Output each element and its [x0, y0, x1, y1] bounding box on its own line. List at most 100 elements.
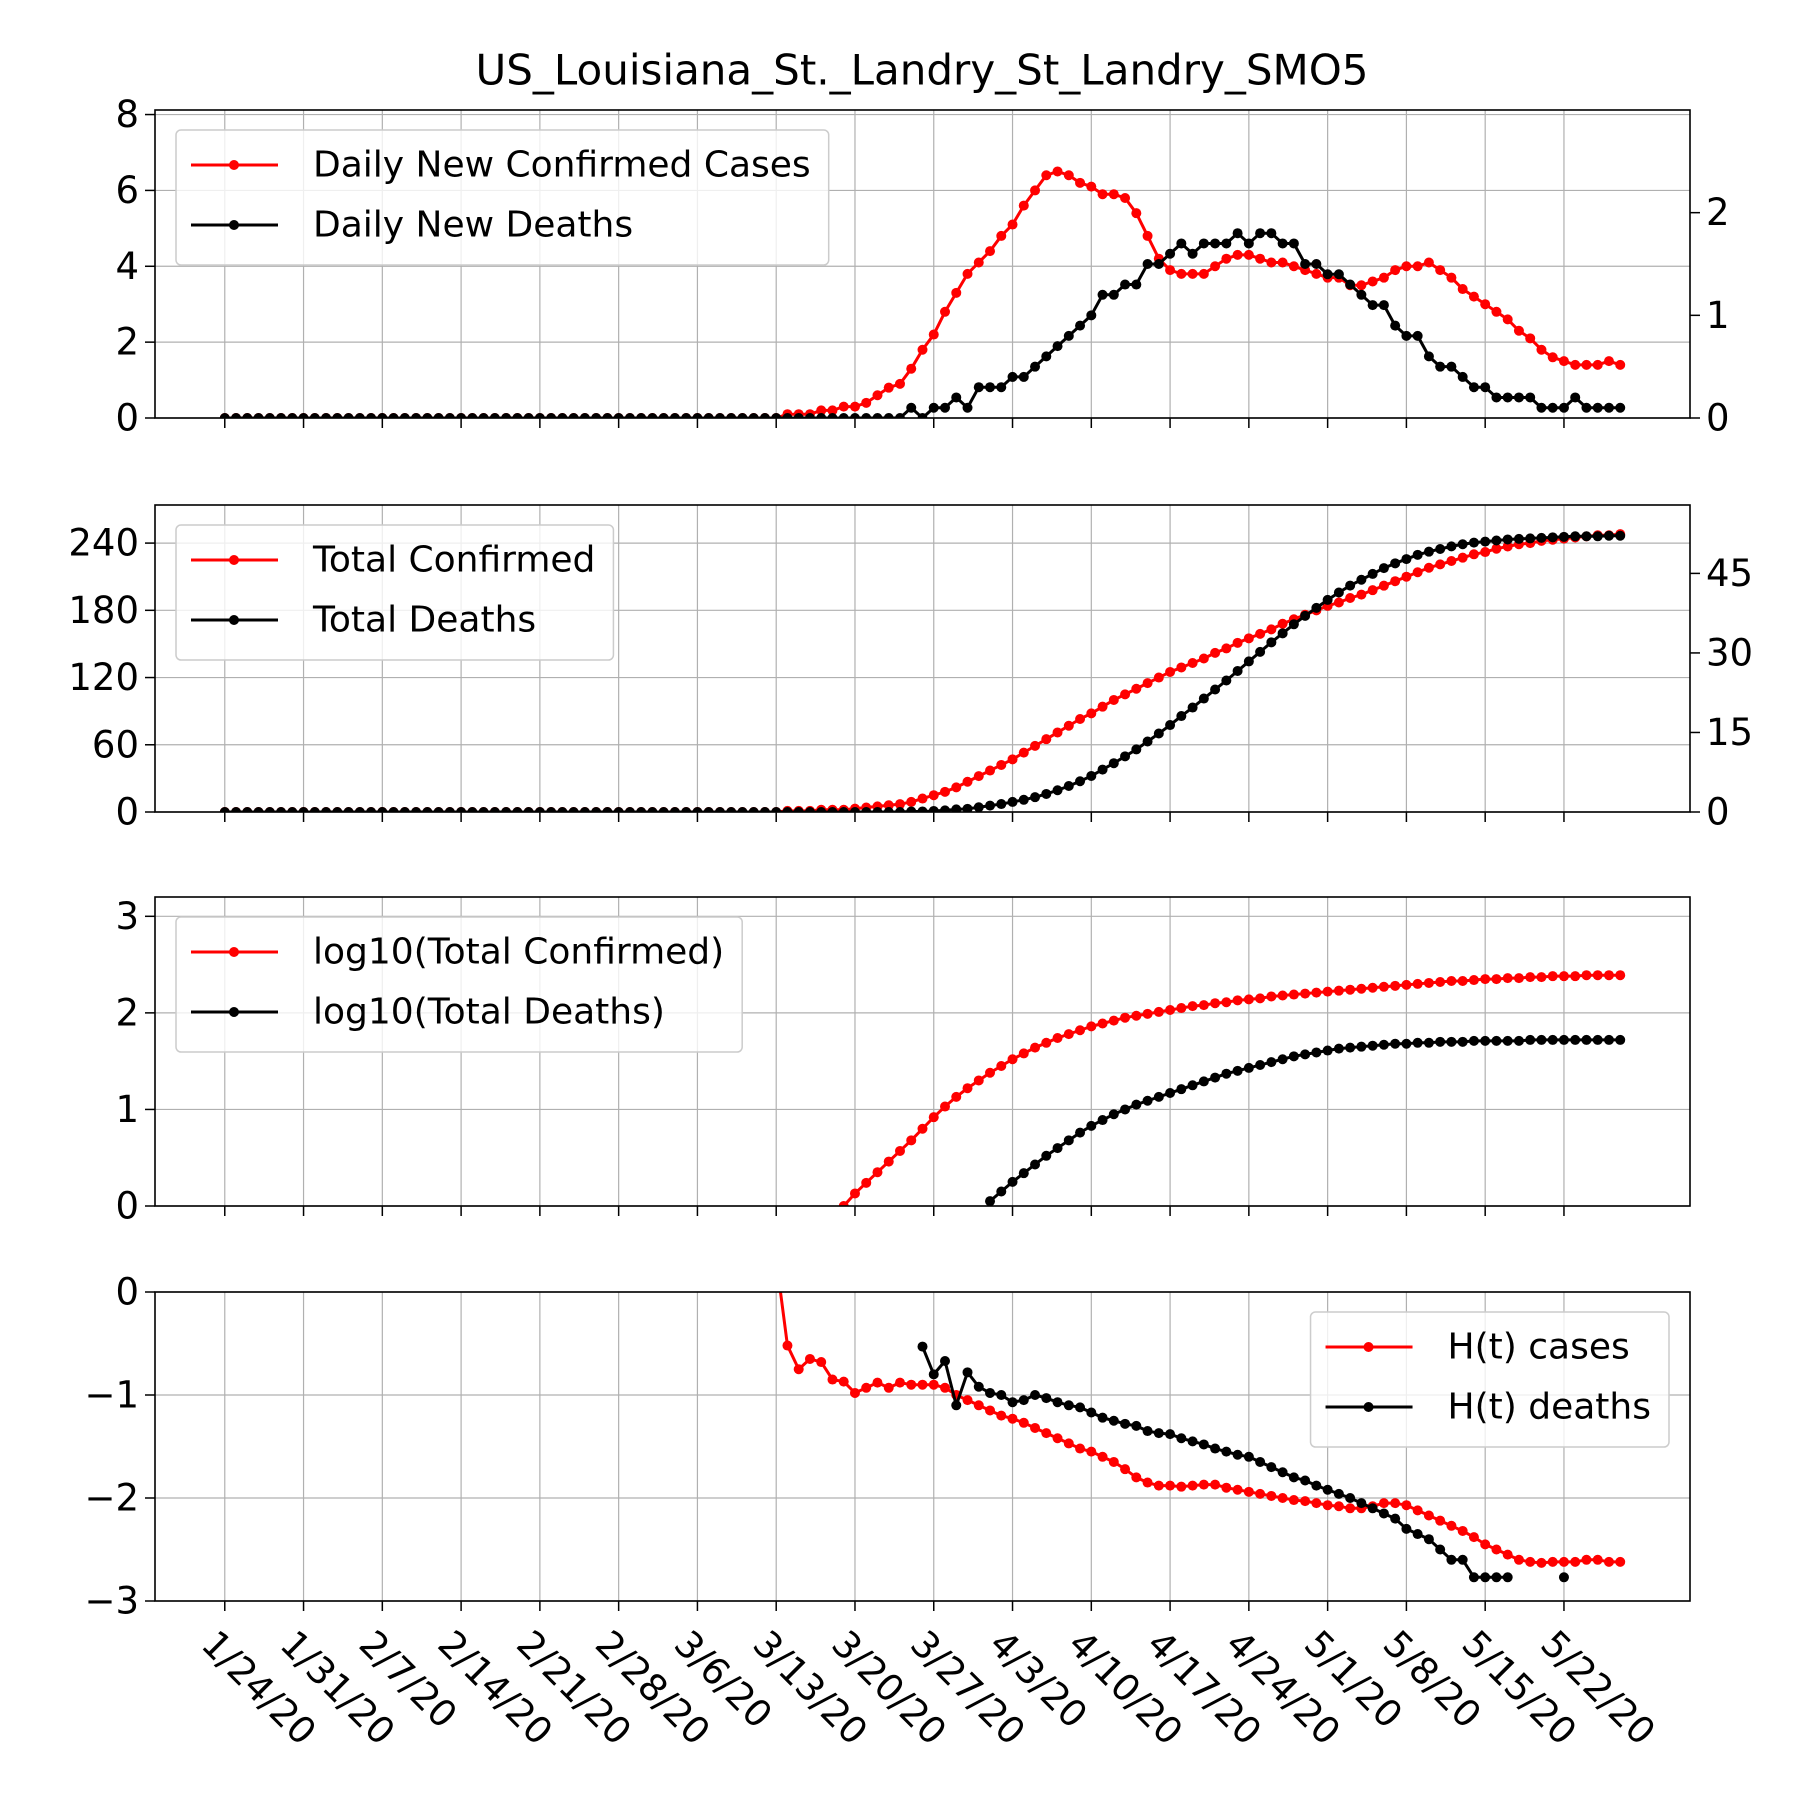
- point: [591, 413, 602, 418]
- point: [1311, 602, 1322, 613]
- point: [804, 807, 815, 812]
- point: [1232, 249, 1243, 260]
- point: [973, 1075, 984, 1086]
- point: [1018, 1168, 1029, 1179]
- point: [591, 807, 602, 812]
- point: [1086, 310, 1097, 321]
- point: [1300, 988, 1311, 999]
- point: [1615, 530, 1626, 541]
- point: [1457, 1554, 1468, 1565]
- point: [793, 413, 804, 418]
- y-tick-label: 0: [115, 791, 139, 834]
- point: [996, 759, 1007, 770]
- point: [1367, 1503, 1378, 1514]
- point: [1390, 265, 1401, 276]
- point: [1041, 1428, 1052, 1439]
- point: [703, 413, 714, 418]
- point: [1412, 1529, 1423, 1540]
- point: [1176, 268, 1187, 279]
- point: [534, 413, 545, 418]
- point: [219, 413, 230, 418]
- point: [1513, 533, 1524, 544]
- point: [1255, 628, 1266, 639]
- point: [1097, 1412, 1108, 1423]
- point: [1536, 402, 1547, 413]
- point: [1108, 1415, 1119, 1426]
- axes-frame: [154, 504, 1691, 813]
- point: [1176, 238, 1187, 249]
- y-tick-label: −1: [84, 1374, 139, 1417]
- point: [849, 401, 860, 412]
- point: [1232, 1065, 1243, 1076]
- point: [985, 765, 996, 776]
- point: [1446, 976, 1457, 987]
- point: [1412, 978, 1423, 989]
- point: [568, 807, 579, 812]
- point: [1547, 1034, 1558, 1045]
- point: [726, 807, 737, 812]
- point: [287, 807, 298, 812]
- point: [996, 1390, 1007, 1400]
- legend: H(t) cases H(t) deaths: [1309, 1311, 1670, 1448]
- point: [579, 413, 590, 418]
- point: [1502, 1035, 1513, 1046]
- point: [1491, 306, 1502, 317]
- point: [1153, 728, 1164, 739]
- point: [1041, 170, 1052, 181]
- point: [1075, 776, 1086, 787]
- point: [1502, 392, 1513, 403]
- point: [1030, 361, 1041, 372]
- point: [1513, 973, 1524, 984]
- point: [894, 1377, 905, 1388]
- point: [1221, 1068, 1232, 1079]
- point: [985, 246, 996, 257]
- point: [1412, 549, 1423, 560]
- point: [1255, 646, 1266, 657]
- y-tick-label: 120: [68, 656, 139, 699]
- point: [1277, 1493, 1288, 1503]
- point: [1378, 1498, 1389, 1509]
- point: [1378, 563, 1389, 574]
- point: [1176, 662, 1187, 673]
- point: [433, 807, 444, 812]
- point: [636, 413, 647, 418]
- point: [523, 413, 534, 418]
- point: [411, 413, 422, 418]
- point: [1322, 594, 1333, 605]
- point: [838, 413, 849, 418]
- point: [1345, 1042, 1356, 1053]
- point: [1322, 1045, 1333, 1056]
- point: [1097, 1018, 1108, 1029]
- chart-title: US_Louisiana_St._Landry_St_Landry_SMO5: [475, 46, 1368, 95]
- point: [669, 807, 680, 812]
- point: [1547, 1556, 1558, 1567]
- point: [1255, 1488, 1266, 1499]
- point: [861, 413, 872, 418]
- point: [861, 1177, 872, 1188]
- point: [1097, 701, 1108, 712]
- legend-marker: [1363, 1342, 1374, 1352]
- point: [658, 413, 669, 418]
- y-tick-label: 2: [115, 991, 139, 1034]
- point: [771, 413, 782, 418]
- point: [849, 1188, 860, 1199]
- point: [917, 793, 928, 804]
- point: [1333, 985, 1344, 996]
- point: [1390, 576, 1401, 587]
- point: [714, 413, 725, 418]
- point: [1232, 1484, 1243, 1495]
- point: [1210, 647, 1221, 658]
- point: [1378, 1508, 1389, 1519]
- point: [276, 807, 287, 812]
- point: [973, 771, 984, 782]
- point: [827, 807, 838, 812]
- point: [827, 413, 838, 418]
- point: [1390, 1038, 1401, 1049]
- point: [1390, 1513, 1401, 1524]
- line: [842, 973, 1621, 1206]
- point: [1457, 1036, 1468, 1047]
- point: [1255, 228, 1266, 239]
- point: [1435, 559, 1446, 570]
- point: [1502, 973, 1513, 984]
- point: [748, 807, 759, 812]
